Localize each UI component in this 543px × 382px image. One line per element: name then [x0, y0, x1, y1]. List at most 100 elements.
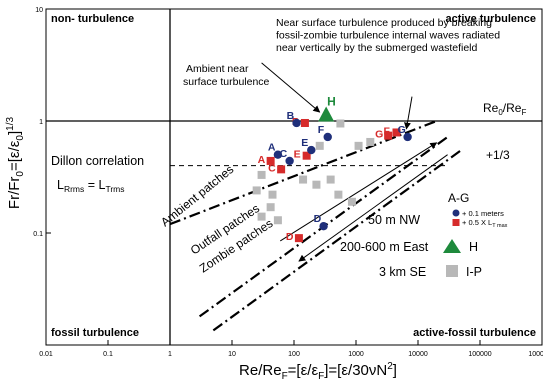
data-point-square: [392, 128, 401, 137]
x-axis-label-lhs: Re/Re: [239, 362, 282, 379]
y-axis-label-lhs-sub: 0: [15, 171, 26, 177]
annotation-dillon-correlation: Dillon correlation: [51, 154, 144, 168]
data-point-square: [312, 180, 321, 189]
legend-green-triangle-icon: [443, 239, 461, 253]
annotation-slope: +1/3: [486, 148, 510, 162]
x-tick-label: 0.1: [103, 351, 113, 358]
legend-red-square-icon: [452, 219, 460, 226]
data-point-label: G: [398, 124, 406, 136]
legend-station-50m-nw: 50 m NW: [368, 213, 420, 227]
annotation-ambient-near-surface-line1: Ambient near: [186, 63, 249, 75]
data-point-label: A: [258, 154, 266, 166]
dillon-eq-lhs-sub: Rrms: [64, 184, 84, 194]
x-axis-label: Re/ReF=[ε/εF]=[ε/30νN2]: [239, 361, 397, 382]
y-axis-label-rhs: =[ε/ε: [6, 140, 23, 171]
legend-blue-text: + 0.1 meters: [462, 209, 504, 218]
data-point-square: [257, 212, 266, 221]
data-point-square: [384, 131, 393, 140]
y-axis-label-rhs-close: ]: [6, 131, 23, 135]
x-tick-label: 1000000: [528, 351, 543, 358]
y-tick-label: 10: [35, 7, 43, 14]
data-point-label: D: [286, 231, 294, 243]
legend-blue-circle-icon: [452, 209, 460, 217]
dillon-eq-equals: = L: [84, 178, 105, 192]
data-point-square: [252, 186, 261, 195]
data-point-circle: [273, 150, 283, 159]
data-point-label: G: [375, 129, 383, 141]
legend-title: A-G: [448, 191, 469, 205]
data-point-label: C: [268, 162, 276, 174]
arrow: [261, 62, 321, 113]
quadrant-label-active-turbulence: active turbulence: [446, 13, 536, 25]
y-axis-label-exponent: 1/3: [5, 116, 16, 130]
annotation-breaking-waves-line3: near vertically by the submerged wastefi…: [276, 42, 478, 54]
data-point-circle: [292, 118, 301, 128]
y-axis-label: Fr/Fr0=[ε/ε0]1/3: [5, 116, 26, 209]
legend-station-3km-se: 3 km SE: [379, 265, 426, 279]
annotation-re0-ref-a-sub: 0: [498, 108, 503, 117]
x-axis-label-lhs-sub: F: [282, 371, 288, 382]
x-tick-label: 0.01: [39, 351, 53, 358]
x-axis-label-rhs: ]=[ε/30νN: [324, 362, 387, 379]
x-tick-label: 100: [288, 351, 300, 358]
reference-line: [169, 119, 438, 226]
legend-red-text-main: + 0.5 X L: [462, 218, 492, 227]
x-axis-label-close: ]: [393, 362, 397, 379]
dillon-eq-rhs-sub: Trms: [105, 184, 124, 194]
y-axis-label-lhs: Fr/Fr: [6, 177, 23, 209]
data-point-circle: [285, 156, 294, 166]
dillon-eq-lhs: L: [57, 178, 64, 192]
legend-gray-square-icon: [446, 265, 458, 277]
data-point-square: [294, 234, 303, 243]
x-tick-label: 10000: [408, 351, 428, 358]
legend-tag-i-p: I-P: [466, 265, 482, 279]
data-point-square: [326, 175, 335, 184]
annotation-breaking-waves-line1: Near surface turbulence produced by brea…: [276, 17, 492, 29]
annotation-ambient-near-surface-line2: surface turbulence: [183, 76, 270, 88]
data-point-label: E: [294, 149, 301, 161]
data-point-circle: [307, 145, 316, 155]
arrow: [279, 142, 438, 242]
data-point-circle: [323, 132, 332, 142]
annotation-re0-ref: Re0/ReF: [483, 101, 526, 117]
axis-ticks: 0.01 0.1 1 10 100 1000 10000 100000 1000000 10 1 0.…: [33, 7, 543, 358]
reference-line: [212, 149, 462, 332]
quadrant-label-fossil-turbulence: fossil turbulence: [51, 327, 139, 339]
x-tick-label: 1: [168, 351, 172, 358]
reference-lines: [46, 9, 542, 345]
quadrant-label-non-turbulence: non- turbulence: [51, 13, 134, 25]
arrow: [404, 96, 413, 130]
data-point-square: [315, 141, 324, 150]
annotation-breaking-waves-line2: fossil-zombie turbulence internal waves …: [276, 30, 500, 42]
data-point-label: B: [287, 110, 295, 122]
y-tick-label: 1: [39, 119, 43, 126]
quadrant-label-active-fossil-turbulence: active-fossil turbulence: [413, 327, 536, 339]
data-point-square: [336, 119, 345, 128]
data-point-square: [257, 170, 266, 179]
y-axis-label-rhs-sub: 0: [15, 135, 26, 141]
legend-station-200-600m-east: 200-600 m East: [340, 240, 429, 254]
x-tick-label: 100000: [468, 351, 491, 358]
data-point-label: F: [318, 124, 325, 136]
data-point-circle: [403, 132, 412, 142]
data-point-square: [334, 190, 343, 199]
data-point-label: D: [314, 213, 322, 225]
data-point-square: [347, 197, 356, 206]
data-point-square: [366, 137, 375, 146]
data-point-label: A: [268, 142, 276, 154]
annotation-dillon-equation: LRrms = LTrms: [57, 178, 125, 194]
annotation-re0-ref-b: /Re: [503, 101, 522, 115]
x-tick-label: 1000: [348, 351, 364, 358]
data-point-label: F: [383, 125, 390, 137]
data-point-circle: [319, 222, 328, 231]
data-point-square: [266, 156, 275, 165]
y-tick-label: 0.1: [33, 231, 43, 238]
legend-red-text-sub: T max: [492, 223, 507, 229]
data-point-square: [277, 165, 286, 174]
legend: A-G + 0.1 meters + 0.5 X LT max 50 m NW …: [340, 191, 508, 279]
x-tick-label: 10: [228, 351, 236, 358]
annotation-ambient-near-surface: Ambient near surface turbulence: [183, 63, 270, 88]
legend-tag-h: H: [469, 240, 478, 254]
data-point-square: [302, 151, 311, 160]
data-point-square: [273, 216, 282, 225]
